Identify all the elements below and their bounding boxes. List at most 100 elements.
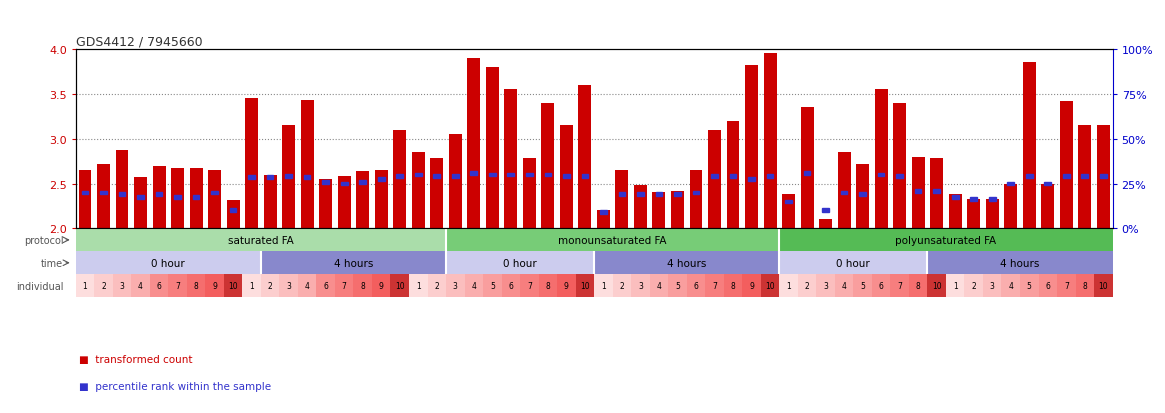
Bar xyxy=(986,199,998,229)
Text: 6: 6 xyxy=(508,281,514,290)
Bar xyxy=(471,171,478,175)
Text: 0 hour: 0 hour xyxy=(836,258,870,268)
Bar xyxy=(465,275,483,297)
Bar xyxy=(890,275,909,297)
Bar xyxy=(761,275,779,297)
Bar xyxy=(415,173,422,177)
Bar xyxy=(298,275,317,297)
Bar xyxy=(282,126,295,229)
Text: polyunsaturated FA: polyunsaturated FA xyxy=(896,235,996,245)
Text: ■  transformed count: ■ transformed count xyxy=(79,354,192,364)
Bar xyxy=(263,175,276,229)
Text: 4: 4 xyxy=(139,281,143,290)
Bar xyxy=(671,191,684,229)
Text: 1: 1 xyxy=(953,281,958,290)
Bar xyxy=(100,191,107,195)
Bar xyxy=(504,90,517,229)
Text: 9: 9 xyxy=(379,281,383,290)
Text: 3: 3 xyxy=(824,281,828,290)
Text: 4: 4 xyxy=(472,281,476,290)
Bar xyxy=(693,191,699,195)
Bar xyxy=(433,175,440,179)
Bar xyxy=(989,197,996,201)
Bar xyxy=(375,171,388,229)
Bar xyxy=(912,157,925,229)
Bar xyxy=(1062,175,1069,179)
Text: 2: 2 xyxy=(101,281,106,290)
Bar xyxy=(798,275,817,297)
Bar xyxy=(171,169,184,229)
Bar xyxy=(1100,175,1107,179)
Bar xyxy=(113,275,132,297)
Bar xyxy=(560,126,573,229)
Bar xyxy=(527,173,532,177)
Text: 1: 1 xyxy=(601,281,606,290)
Bar xyxy=(563,175,570,179)
Bar xyxy=(520,275,538,297)
Bar xyxy=(656,193,662,197)
Bar xyxy=(631,275,650,297)
Bar xyxy=(804,171,811,175)
Bar xyxy=(1075,275,1094,297)
Bar xyxy=(748,178,755,182)
Bar xyxy=(489,173,495,177)
Text: 7: 7 xyxy=(897,281,902,290)
Bar xyxy=(356,171,369,229)
Text: 3: 3 xyxy=(990,281,995,290)
Text: 4 hours: 4 hours xyxy=(668,258,706,268)
Text: 4: 4 xyxy=(305,281,310,290)
Bar xyxy=(502,275,520,297)
Bar xyxy=(615,171,628,229)
Bar xyxy=(353,275,372,297)
Text: protocol: protocol xyxy=(23,235,63,245)
Text: 3: 3 xyxy=(638,281,643,290)
Bar xyxy=(449,135,461,229)
Bar xyxy=(230,209,236,213)
Text: monounsaturated FA: monounsaturated FA xyxy=(558,235,666,245)
Bar xyxy=(411,153,425,229)
Bar xyxy=(711,175,718,179)
Bar xyxy=(285,175,292,179)
Bar xyxy=(634,186,647,229)
Bar xyxy=(209,171,221,229)
Text: 5: 5 xyxy=(675,281,680,290)
Bar xyxy=(156,193,162,197)
Bar xyxy=(952,195,959,199)
Text: GDS4412 / 7945660: GDS4412 / 7945660 xyxy=(76,36,203,48)
Text: saturated FA: saturated FA xyxy=(228,235,294,245)
Bar xyxy=(224,275,242,297)
Bar xyxy=(508,173,514,177)
Bar xyxy=(1060,102,1073,229)
Text: 7: 7 xyxy=(712,281,716,290)
Bar xyxy=(211,191,218,195)
Bar xyxy=(1021,275,1038,297)
Bar xyxy=(372,275,390,297)
Bar xyxy=(1004,184,1017,229)
Bar xyxy=(175,195,181,199)
Bar xyxy=(1042,184,1054,229)
Text: 1: 1 xyxy=(416,281,421,290)
Bar xyxy=(428,275,446,297)
Text: ■  percentile rank within the sample: ■ percentile rank within the sample xyxy=(79,381,271,391)
Bar xyxy=(248,176,255,180)
Text: 1: 1 xyxy=(786,281,791,290)
Bar xyxy=(742,275,761,297)
Bar xyxy=(967,199,980,229)
Bar xyxy=(1026,175,1032,179)
Bar xyxy=(319,180,332,229)
Bar xyxy=(619,193,626,197)
Text: 3: 3 xyxy=(287,281,291,290)
Bar xyxy=(1094,275,1113,297)
Bar xyxy=(137,195,143,199)
Bar xyxy=(115,151,128,229)
Bar xyxy=(594,252,779,275)
Bar xyxy=(819,220,832,229)
Bar xyxy=(896,175,903,179)
Bar xyxy=(600,211,607,215)
Text: 2: 2 xyxy=(972,281,976,290)
Text: 8: 8 xyxy=(545,281,550,290)
Bar xyxy=(544,173,551,177)
Bar xyxy=(727,121,740,229)
Bar xyxy=(446,252,594,275)
Bar xyxy=(1002,275,1021,297)
